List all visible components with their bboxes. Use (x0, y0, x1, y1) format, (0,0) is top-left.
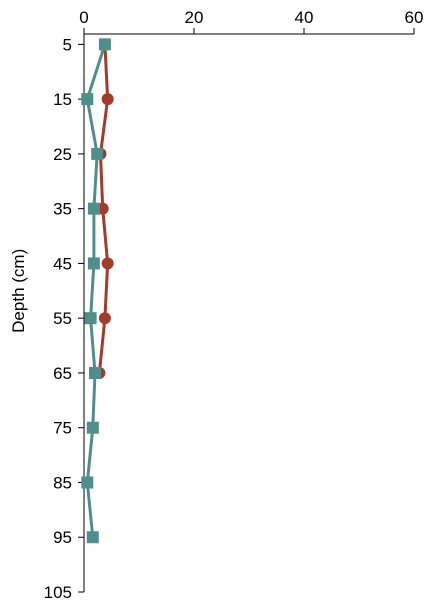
y-tick-label: 95 (53, 528, 72, 547)
y-tick-label: 25 (53, 145, 72, 164)
y-tick-label: 45 (53, 254, 72, 273)
data-point-square (84, 312, 97, 325)
y-tick-label: 105 (44, 583, 72, 602)
axes: 0 20 40 60 5 15 25 35 45 55 65 75 85 95 105 (44, 8, 424, 602)
y-tick-label: 85 (53, 473, 72, 492)
data-point-square (86, 531, 99, 544)
data-point-square (87, 202, 100, 215)
series-line (85, 43, 107, 538)
y-tick-label: 55 (53, 309, 72, 328)
x-tick-label: 0 (79, 8, 88, 27)
y-tick-label: 15 (53, 90, 72, 109)
data-point-square (89, 366, 101, 379)
y-tick-label: 5 (63, 35, 72, 54)
x-tick-label: 60 (405, 8, 424, 27)
data-point-square (86, 421, 99, 434)
x-axis-top: 0 20 40 60 (79, 8, 424, 35)
data-point-square (91, 147, 104, 160)
y-axis-title: Depth (cm) (9, 249, 28, 333)
x-tick-label: 40 (295, 8, 314, 27)
data-point-square (98, 38, 111, 51)
data-point-square (81, 93, 94, 106)
data-point-square (81, 476, 94, 489)
data-point-circle (101, 257, 114, 270)
x-tick-label: 20 (185, 8, 204, 27)
data-point-square (87, 257, 100, 270)
data-series (81, 38, 114, 544)
data-point-circle (98, 312, 111, 325)
y-tick-label: 35 (53, 200, 72, 219)
y-tick-label: 65 (53, 364, 72, 383)
y-tick-label: 75 (53, 419, 72, 438)
series-square (81, 38, 111, 544)
data-point-circle (101, 93, 114, 106)
y-axis-left: 5 15 25 35 45 55 65 75 85 95 105 (44, 34, 85, 602)
